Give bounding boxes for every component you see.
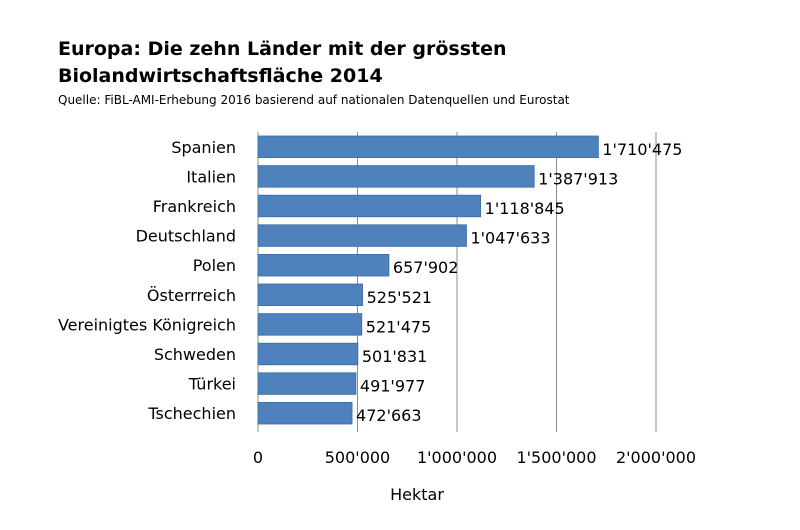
data-label: 1'047'633 bbox=[470, 229, 550, 248]
x-axis-ticks: 0 500'000 1'000'000 1'500'000 2'000'000 bbox=[253, 448, 696, 467]
x-tick-label: 2'000'000 bbox=[616, 448, 696, 467]
chart-subtitle: Quelle: FiBL-AMI-Erhebung 2016 basierend… bbox=[58, 93, 570, 107]
data-label: 525'521 bbox=[367, 288, 432, 307]
data-label: 1'118'845 bbox=[485, 199, 565, 218]
bar bbox=[257, 401, 353, 425]
bar bbox=[257, 194, 482, 218]
data-label: 657'902 bbox=[393, 258, 458, 277]
bar bbox=[257, 165, 535, 188]
data-label: 491'977 bbox=[360, 377, 425, 396]
x-tick-label: 1'000'000 bbox=[417, 448, 497, 467]
bar bbox=[257, 313, 363, 336]
chart-title-line-2: Biolandwirtschaftsfläche 2014 bbox=[58, 65, 383, 87]
bar bbox=[257, 135, 599, 159]
data-label: 472'663 bbox=[356, 406, 421, 425]
bar bbox=[257, 253, 390, 277]
chart-title-line-1: Europa: Die zehn Länder mit der grössten bbox=[58, 38, 507, 60]
category-label: Polen bbox=[193, 256, 236, 275]
x-tick-label: 1'500'000 bbox=[516, 448, 596, 467]
data-label: 521'475 bbox=[366, 317, 431, 336]
category-label: Schweden bbox=[154, 345, 236, 364]
x-axis-label: Hektar bbox=[390, 485, 444, 504]
category-label: Österrreich bbox=[147, 286, 236, 305]
x-tick-label: 500'000 bbox=[325, 448, 390, 467]
bars: Spanien 1'710'475 Italien 1'387'913 Frankrei… bbox=[58, 135, 682, 425]
category-label: Deutschland bbox=[136, 227, 236, 246]
category-label: Spanien bbox=[171, 138, 236, 157]
chart-title: Europa: Die zehn Länder mit der grössten… bbox=[58, 36, 507, 90]
category-label: Italien bbox=[186, 167, 236, 186]
bar bbox=[257, 372, 357, 395]
category-label: Tschechien bbox=[147, 404, 236, 423]
category-label: Vereinigtes Königreich bbox=[58, 315, 236, 334]
category-label: Türkei bbox=[188, 375, 236, 394]
category-label: Frankreich bbox=[153, 197, 236, 216]
x-tick-label: 0 bbox=[253, 448, 263, 467]
bar bbox=[257, 283, 363, 307]
data-label: 1'387'913 bbox=[538, 169, 618, 188]
data-label: 501'831 bbox=[362, 347, 427, 366]
bar bbox=[257, 224, 467, 247]
data-label: 1'710'475 bbox=[602, 140, 682, 159]
bar bbox=[257, 342, 359, 366]
